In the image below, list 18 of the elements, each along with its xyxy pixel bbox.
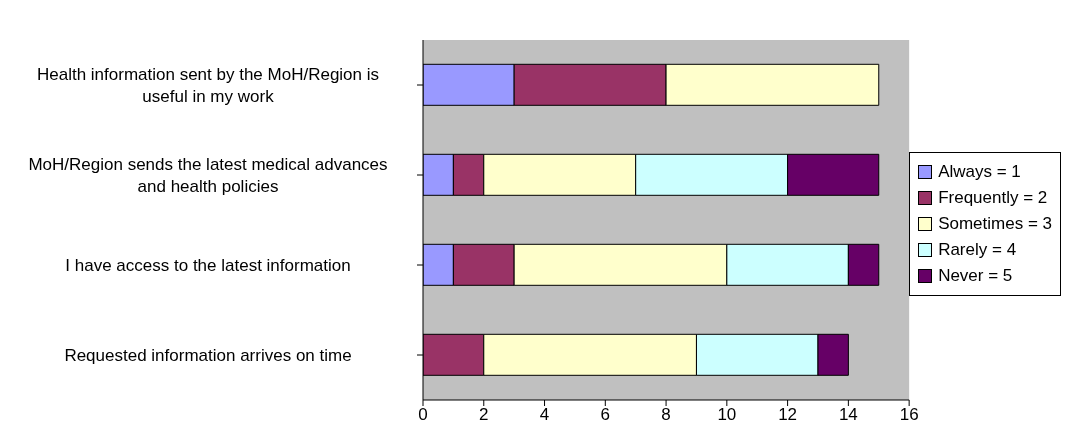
x-tick-label: 12 (778, 405, 798, 425)
x-tick-label: 10 (717, 405, 737, 425)
legend-label: Rarely = 4 (938, 239, 1017, 261)
legend-label: Frequently = 2 (938, 187, 1048, 209)
y-tick-label: MoH/Region sends the latest medical advances and health policies (28, 154, 388, 196)
legend-label: Sometimes = 3 (938, 213, 1052, 235)
x-tick-label: 14 (838, 405, 858, 425)
y-tick-label: I have access to the latest information (65, 255, 351, 275)
y-tick-label: Requested information arrives on time (64, 345, 352, 365)
x-tick-label: 0 (418, 405, 428, 425)
x-tick-label: 4 (539, 405, 550, 425)
legend-label: Always = 1 (938, 161, 1021, 183)
x-tick-label: 8 (661, 405, 671, 425)
legend-label: Never = 5 (938, 265, 1013, 287)
x-tick-label: 2 (479, 405, 489, 425)
y-tick-label: Health information sent by the MoH/Region is useful in my work (36, 64, 380, 106)
x-tick-label: 6 (600, 405, 611, 425)
x-tick-label: 16 (899, 405, 919, 425)
